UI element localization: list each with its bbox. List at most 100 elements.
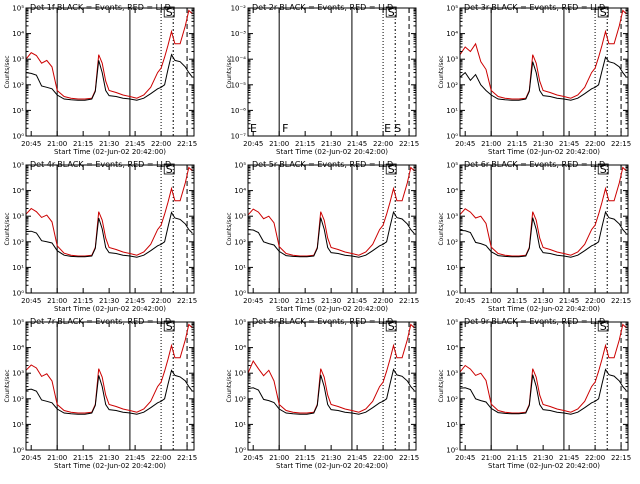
x-tick-label: 21:30	[99, 297, 119, 305]
marker-f: F	[282, 122, 288, 135]
title-part: Det 5r	[252, 160, 278, 169]
x-tick-label: 21:45	[125, 297, 145, 305]
y-tick-label: 10³	[234, 370, 246, 378]
panel-title: Det 6r-BLACK = Events, RED = LLD	[464, 160, 605, 169]
title-separator: ,	[556, 160, 561, 169]
title-separator: -	[277, 160, 280, 169]
marker-s-box	[163, 163, 175, 175]
x-tick-label: 21:30	[533, 297, 553, 305]
y-tick-label: 10⁵	[12, 162, 24, 170]
x-tick-label: 21:15	[295, 454, 315, 462]
detector-panel-6: 10⁰ 10¹ 10² 10³ 10⁴ 10⁵ 20:45 21:00 21:15 21:30 21…	[438, 160, 631, 313]
y-axis-label: Counts/sec	[226, 212, 233, 245]
title-part: RED = LLD	[128, 160, 172, 169]
events-series-line	[25, 53, 193, 101]
y-tick-label: 10⁵	[234, 319, 246, 327]
marker-s: S	[388, 6, 395, 19]
title-part: RED = LLD	[350, 317, 394, 326]
plot-frame	[459, 321, 629, 451]
y-tick-label: 10⁻²	[231, 5, 247, 13]
y-tick-label: 10²	[12, 238, 24, 246]
x-axis-label: Start Time (02-Jun-02 20:42:00)	[54, 462, 166, 470]
y-tick-label: 10¹	[446, 264, 458, 272]
x-tick-label: 21:30	[533, 454, 553, 462]
detector-panel-5: 10⁰ 10¹ 10² 10³ 10⁴ 10⁵ 20:45 21:00 21:15 21:30 21…	[226, 160, 419, 313]
y-tick-label: 10⁰	[12, 133, 24, 141]
y-tick-label: 10³	[446, 370, 458, 378]
y-tick-label: 10⁻⁷	[231, 133, 247, 141]
x-axis-label: Start Time (02-Jun-02 20:42:00)	[488, 305, 600, 313]
x-tick-label: 21:00	[481, 140, 501, 148]
marker-s-box	[163, 6, 175, 18]
title-separator: -	[489, 160, 492, 169]
y-tick-label: 10¹	[446, 421, 458, 429]
x-tick-label: 22:00	[585, 297, 605, 305]
marker-s-box	[385, 6, 397, 18]
x-tick-label: 21:00	[481, 297, 501, 305]
y-tick-label: 10³	[446, 56, 458, 64]
x-axis-label: Start Time (02-Jun-02 20:42:00)	[276, 305, 388, 313]
y-tick-label: 10¹	[12, 421, 24, 429]
lld-series-line	[247, 166, 415, 257]
plot-frame	[247, 164, 417, 294]
x-tick-label: 22:15	[611, 454, 631, 462]
panel-title: Det 7r-BLACK = Events, RED = LLD	[30, 317, 171, 326]
y-tick-label: 10¹	[446, 107, 458, 115]
lld-series-line	[25, 166, 193, 257]
x-tick-label: 21:45	[559, 140, 579, 148]
x-tick-label: 21:30	[99, 140, 119, 148]
detector-panel-9: 10⁰ 10¹ 10² 10³ 10⁴ 10⁵ 20:45 21:00 21:15 21:30 21…	[438, 317, 631, 470]
y-tick-label: 10⁴	[12, 187, 24, 195]
y-tick-label: 10⁴	[446, 30, 458, 38]
x-tick-label: 21:30	[533, 140, 553, 148]
x-tick-label: 21:15	[73, 454, 93, 462]
marker-s-box	[385, 163, 397, 175]
y-tick-label: 10⁵	[446, 319, 458, 327]
y-tick-label: 10⁰	[446, 447, 458, 455]
x-tick-label: 22:15	[611, 140, 631, 148]
y-tick-label: 10⁴	[12, 344, 24, 352]
marker-s: S	[394, 122, 401, 135]
title-part: Det 9r	[464, 317, 490, 326]
x-tick-label: 21:15	[295, 297, 315, 305]
panel-title: Det 1f-BLACK = Events, RED = LLD	[30, 3, 171, 12]
x-tick-label: 22:15	[177, 297, 197, 305]
y-tick-label: 10¹	[12, 107, 24, 115]
y-tick-label: 10⁰	[234, 290, 246, 298]
title-part: Det 4r	[30, 160, 56, 169]
marker-s-box	[597, 163, 609, 175]
x-tick-label: 20:45	[243, 454, 263, 462]
y-tick-label: 10⁰	[12, 447, 24, 455]
x-tick-label: 21:30	[321, 454, 341, 462]
y-tick-label: 10³	[12, 213, 24, 221]
x-tick-label: 21:30	[321, 140, 341, 148]
x-tick-label: 20:45	[455, 297, 475, 305]
x-tick-label: 22:15	[177, 454, 197, 462]
x-tick-label: 20:45	[455, 454, 475, 462]
x-axis-label: Start Time (02-Jun-02 20:42:00)	[276, 462, 388, 470]
y-tick-label: 10³	[446, 213, 458, 221]
x-tick-label: 22:00	[373, 297, 393, 305]
marker-s: S	[600, 6, 607, 19]
panel-title: Det 2r-BLACK = Events, RED = LLD	[252, 3, 393, 12]
title-part: BLACK = Events	[491, 3, 556, 12]
y-axis-label: Counts/sec	[226, 369, 233, 402]
x-axis-label: Start Time (02-Jun-02 20:42:00)	[54, 305, 166, 313]
y-tick-label: 10³	[234, 213, 246, 221]
title-part: RED = LLD	[562, 317, 606, 326]
lld-series-line	[459, 9, 627, 100]
events-series-line	[25, 369, 193, 415]
events-series-line	[459, 210, 627, 258]
title-part: RED = LLD	[350, 3, 394, 12]
plot-frame	[459, 164, 629, 294]
title-separator: ,	[122, 317, 127, 326]
title-part: Det 2r	[252, 3, 278, 12]
title-separator: ,	[344, 160, 349, 169]
lld-series-line	[25, 323, 193, 414]
x-tick-label: 21:15	[507, 454, 527, 462]
x-tick-label: 21:45	[347, 454, 367, 462]
events-series-line	[25, 211, 193, 258]
y-tick-label: 10⁻⁴	[231, 56, 247, 64]
title-part: Det 6r	[464, 160, 490, 169]
